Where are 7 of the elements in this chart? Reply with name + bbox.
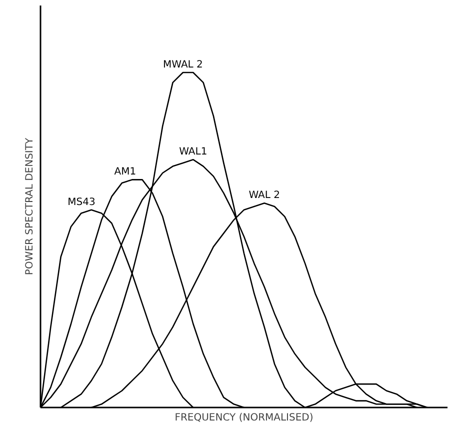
series-label: AM1 (114, 166, 136, 178)
series-label: WAL 2 (248, 190, 280, 202)
series-label: MS43 (68, 196, 96, 208)
series-label: MWAL 2 (162, 60, 203, 70)
y-axis-title: POWER SPECTRAL DENSITY (24, 137, 36, 276)
series-label: WAL1 (179, 146, 208, 158)
x-axis-title: FREQUENCY (NORMALISED) (174, 412, 314, 424)
